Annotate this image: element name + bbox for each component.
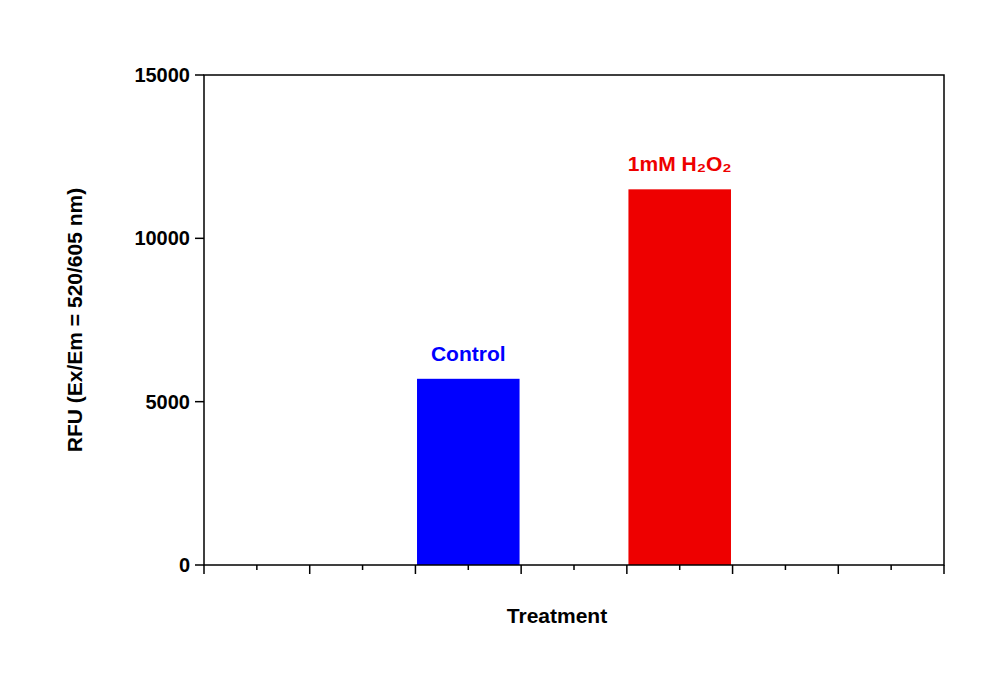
y-tick	[195, 401, 204, 403]
y-tick-label: 5000	[146, 391, 191, 413]
bar	[417, 379, 520, 565]
bars	[417, 189, 731, 565]
x-minor-tick	[785, 565, 787, 570]
x-tick	[943, 565, 945, 574]
x-minor-tick	[468, 565, 470, 570]
x-tick	[203, 565, 205, 574]
x-tick	[415, 565, 417, 574]
y-tick	[195, 74, 204, 76]
x-tick	[520, 565, 522, 574]
x-tick	[732, 565, 734, 574]
x-minor-tick	[679, 565, 681, 570]
y-tick-label: 10000	[134, 227, 190, 249]
x-minor-tick	[362, 565, 364, 570]
y-tick-label: 15000	[134, 64, 190, 86]
y-axis-title: RFU (Ex/Em = 520/605 nm)	[63, 188, 86, 452]
plot-frame	[204, 75, 944, 565]
x-axis-title: Treatment	[507, 604, 607, 627]
x-tick	[309, 565, 311, 574]
x-minor-tick	[890, 565, 892, 570]
x-tick	[626, 565, 628, 574]
x-minor-tick	[573, 565, 575, 570]
y-tick	[195, 238, 204, 240]
category-label: 1mM H₂O₂	[628, 152, 732, 175]
bar	[628, 189, 731, 565]
category-label: Control	[431, 342, 506, 365]
chart: 0 5000 10000 15000 Control 1mM H₂O₂ Treatment R…	[0, 0, 1000, 686]
x-minor-tick	[256, 565, 258, 570]
y-tick	[195, 564, 204, 566]
y-tick-label: 0	[179, 554, 190, 576]
x-tick	[838, 565, 840, 574]
